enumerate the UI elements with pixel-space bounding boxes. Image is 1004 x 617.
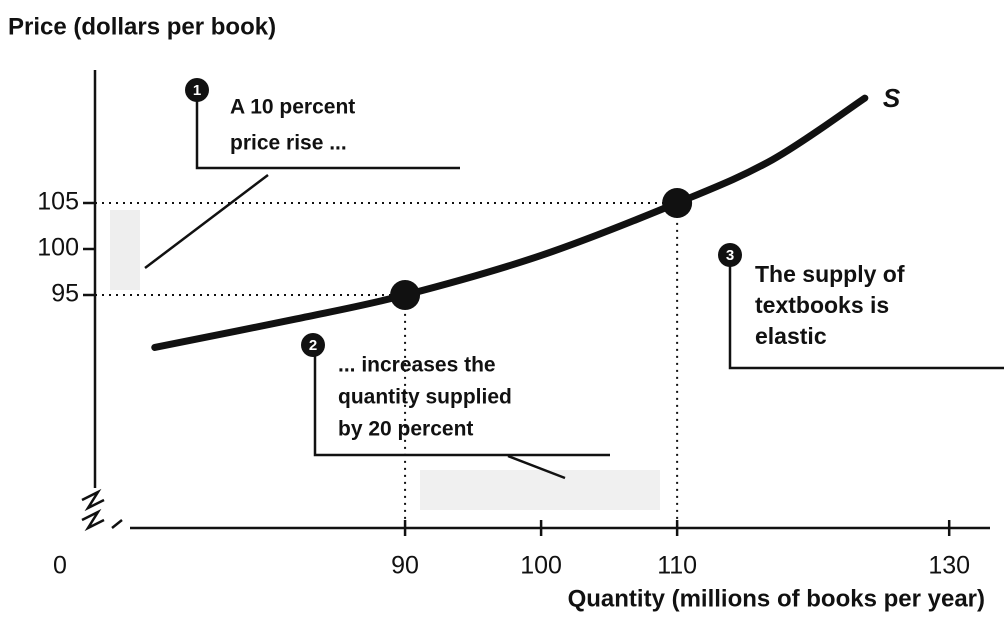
- callout-text: textbooks is: [755, 292, 889, 318]
- origin-label: 0: [53, 552, 67, 580]
- x-axis-label: Quantity (millions of books per year): [568, 585, 985, 612]
- series-label: S: [883, 83, 901, 113]
- callout-number: 2: [309, 337, 317, 354]
- callout-bracket: [313, 355, 610, 457]
- callout-text: price rise ...: [230, 132, 347, 155]
- callout-badge: [718, 243, 742, 267]
- y-tick-label: 105: [37, 188, 79, 216]
- y-axis-label: Price (dollars per book): [8, 13, 276, 40]
- callout-number: 3: [726, 247, 734, 264]
- callout-text: quantity supplied: [338, 386, 512, 409]
- callout-text: The supply of: [755, 261, 905, 287]
- callout-number: 1: [193, 82, 201, 99]
- callout-text: by 20 percent: [338, 418, 473, 441]
- y-tick-label: 95: [51, 280, 79, 308]
- callout-bracket: [195, 100, 460, 170]
- callout-text: ... increases the: [338, 354, 496, 377]
- point: [390, 280, 421, 310]
- callout-text: elastic: [755, 323, 827, 349]
- leader-line: [144, 174, 269, 269]
- callout-bracket: [728, 265, 1004, 370]
- y-axis: [81, 70, 105, 532]
- x-tick-label: 110: [657, 552, 697, 580]
- x-tick-label: 130: [928, 552, 970, 580]
- supply-curve: [151, 94, 869, 351]
- y-tick-label: 100: [37, 234, 79, 262]
- leader-line: [507, 454, 566, 480]
- callout-badge: [301, 333, 325, 357]
- x-axis: [111, 519, 990, 530]
- shade: [110, 210, 140, 290]
- x-tick-label: 90: [391, 552, 419, 580]
- x-tick-label: 100: [520, 552, 562, 580]
- shade: [420, 470, 660, 510]
- callout-text: A 10 percent: [230, 96, 355, 119]
- point: [662, 188, 693, 218]
- callout-badge: [185, 78, 209, 102]
